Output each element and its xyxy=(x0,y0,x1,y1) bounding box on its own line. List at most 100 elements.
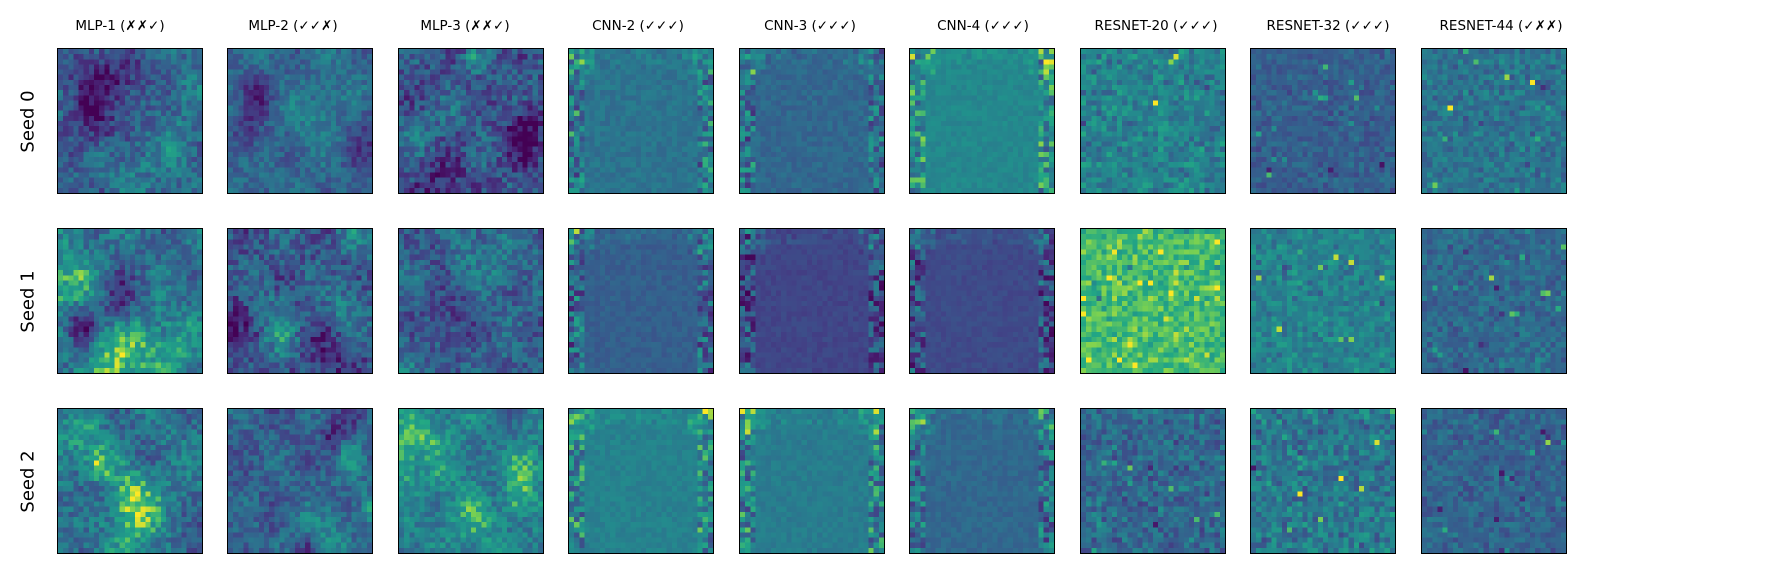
heatmap-cell xyxy=(589,182,595,188)
heatmap-cell xyxy=(455,167,461,173)
heatmap-cell xyxy=(486,182,492,188)
heatmap-cell xyxy=(130,49,136,55)
heatmap-cell xyxy=(740,151,746,158)
heatmap-cell xyxy=(455,90,461,96)
heatmap-cell xyxy=(656,110,662,116)
heatmap-cell xyxy=(243,64,249,70)
heatmap-cell xyxy=(512,182,518,188)
heatmap-cell xyxy=(1043,141,1049,147)
column-title-cnn-4: CNN-4 (✓✓✓) xyxy=(893,18,1073,34)
heatmap-cell xyxy=(68,151,74,158)
heatmap-cell xyxy=(1096,59,1102,65)
heatmap-cell xyxy=(496,177,502,183)
heatmap-cell xyxy=(537,157,543,163)
heatmap-cell xyxy=(920,141,926,147)
heatmap-cell xyxy=(196,54,202,60)
heatmap-cell xyxy=(579,79,585,86)
heatmap-cell xyxy=(832,151,838,158)
heatmap-cell xyxy=(910,49,916,55)
heatmap-cell xyxy=(341,85,347,91)
heatmap-cell xyxy=(707,69,713,75)
heatmap-cell xyxy=(806,49,813,55)
heatmap-cell xyxy=(940,54,947,60)
heatmap-cell xyxy=(687,69,693,75)
heatmap-cell xyxy=(740,157,746,163)
heatmap-cell xyxy=(491,141,497,147)
heatmap-cell xyxy=(910,100,916,106)
heatmap-cell xyxy=(233,64,239,70)
heatmap-cell xyxy=(310,141,316,147)
heatmap-cell xyxy=(78,131,84,137)
heatmap-cell xyxy=(94,59,100,65)
heatmap-cell xyxy=(399,115,405,122)
heatmap-cell xyxy=(1106,95,1112,101)
heatmap-cell xyxy=(1023,59,1029,65)
heatmap-cell xyxy=(863,64,869,70)
heatmap-cell xyxy=(910,167,916,173)
heatmap-cell xyxy=(878,126,884,132)
heatmap-cell xyxy=(946,69,952,75)
heatmap-cell xyxy=(697,151,703,158)
heatmap-cell xyxy=(1007,100,1013,106)
heatmap-cell xyxy=(971,157,977,163)
heatmap-cell xyxy=(966,187,972,193)
heatmap-cell xyxy=(88,115,95,122)
heatmap-cell xyxy=(812,151,818,158)
heatmap-cell xyxy=(770,182,777,188)
heatmap-cell xyxy=(940,177,947,183)
heatmap-cell xyxy=(88,187,95,193)
heatmap-cell xyxy=(584,105,590,111)
heatmap-cell xyxy=(1048,110,1054,116)
heatmap-cell xyxy=(305,151,311,158)
heatmap-cell xyxy=(140,49,146,55)
heatmap-cell xyxy=(976,110,983,116)
heatmap-cell xyxy=(315,126,321,132)
heatmap-cell xyxy=(765,79,771,86)
heatmap-cell xyxy=(341,79,347,86)
heatmap-cell xyxy=(243,182,249,188)
heatmap-cell xyxy=(279,49,285,55)
heatmap-cell xyxy=(692,172,698,178)
heatmap-cell xyxy=(537,146,543,152)
heatmap-cell xyxy=(114,151,120,158)
heatmap-cell xyxy=(233,131,239,137)
heatmap-cell xyxy=(517,115,523,122)
heatmap-cell xyxy=(512,95,518,101)
heatmap-cell xyxy=(702,187,708,193)
heatmap-cell xyxy=(424,187,430,193)
heatmap-cell xyxy=(264,79,270,86)
heatmap-cell xyxy=(429,136,436,142)
heatmap-cell xyxy=(135,182,141,188)
heatmap-cell xyxy=(615,141,621,147)
heatmap-cell xyxy=(73,59,79,65)
heatmap-cell xyxy=(145,69,151,75)
heatmap-cell xyxy=(873,167,879,173)
heatmap-cell xyxy=(656,151,662,158)
heatmap-cell xyxy=(822,121,828,127)
heatmap-cell xyxy=(424,105,430,111)
heatmap-cell xyxy=(755,172,761,178)
heatmap-cell xyxy=(661,90,667,96)
heatmap-cell xyxy=(702,90,708,96)
heatmap-cell xyxy=(253,115,259,122)
heatmap-cell xyxy=(868,90,874,96)
heatmap-cell xyxy=(99,177,105,183)
heatmap-cell xyxy=(599,90,606,96)
heatmap-cell xyxy=(310,157,316,163)
heatmap-cell xyxy=(315,59,321,65)
heatmap-cell xyxy=(109,172,115,178)
heatmap-cell xyxy=(863,49,869,55)
heatmap-cell xyxy=(961,64,967,70)
heatmap-cell xyxy=(181,79,187,86)
heatmap-cell xyxy=(1043,74,1049,80)
heatmap-cell xyxy=(1033,64,1039,70)
heatmap-cell xyxy=(707,90,713,96)
heatmap-cell xyxy=(320,100,326,106)
heatmap-cell xyxy=(781,182,787,188)
heatmap-cell xyxy=(486,151,492,158)
heatmap-cell xyxy=(817,100,823,106)
heatmap-cell xyxy=(666,90,672,96)
heatmap-cell xyxy=(233,59,239,65)
heatmap-cell xyxy=(346,64,352,70)
heatmap-cell xyxy=(646,151,652,158)
